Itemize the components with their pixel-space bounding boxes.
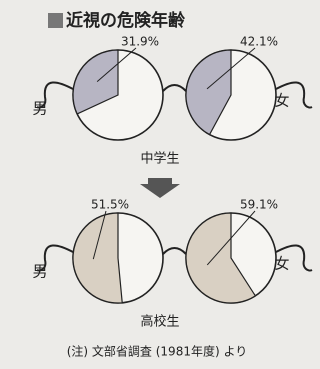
value-label: 31.9% xyxy=(121,35,159,49)
note: (注) 文部省調査 (1981年度) より xyxy=(67,344,247,359)
category-label: 女 xyxy=(274,255,289,273)
group-label: 中学生 xyxy=(140,151,179,167)
infographic: 近視の危険年齢 (注) 文部省調査 (1981年度) より 31.9% 男 42.1… xyxy=(0,0,313,369)
group-label: 高校生 xyxy=(140,314,179,330)
title: 近視の危険年齢 xyxy=(66,10,186,31)
category-label: 男 xyxy=(32,100,47,118)
category-label: 女 xyxy=(274,92,289,110)
value-label: 59.1% xyxy=(240,198,278,212)
value-label: 51.5% xyxy=(91,198,129,212)
category-label: 男 xyxy=(32,263,47,281)
value-label: 42.1% xyxy=(240,35,278,49)
page: 近視の危険年齢 (注) 文部省調査 (1981年度) より 31.9% 男 42.1… xyxy=(0,0,320,369)
title-icon xyxy=(48,13,63,28)
